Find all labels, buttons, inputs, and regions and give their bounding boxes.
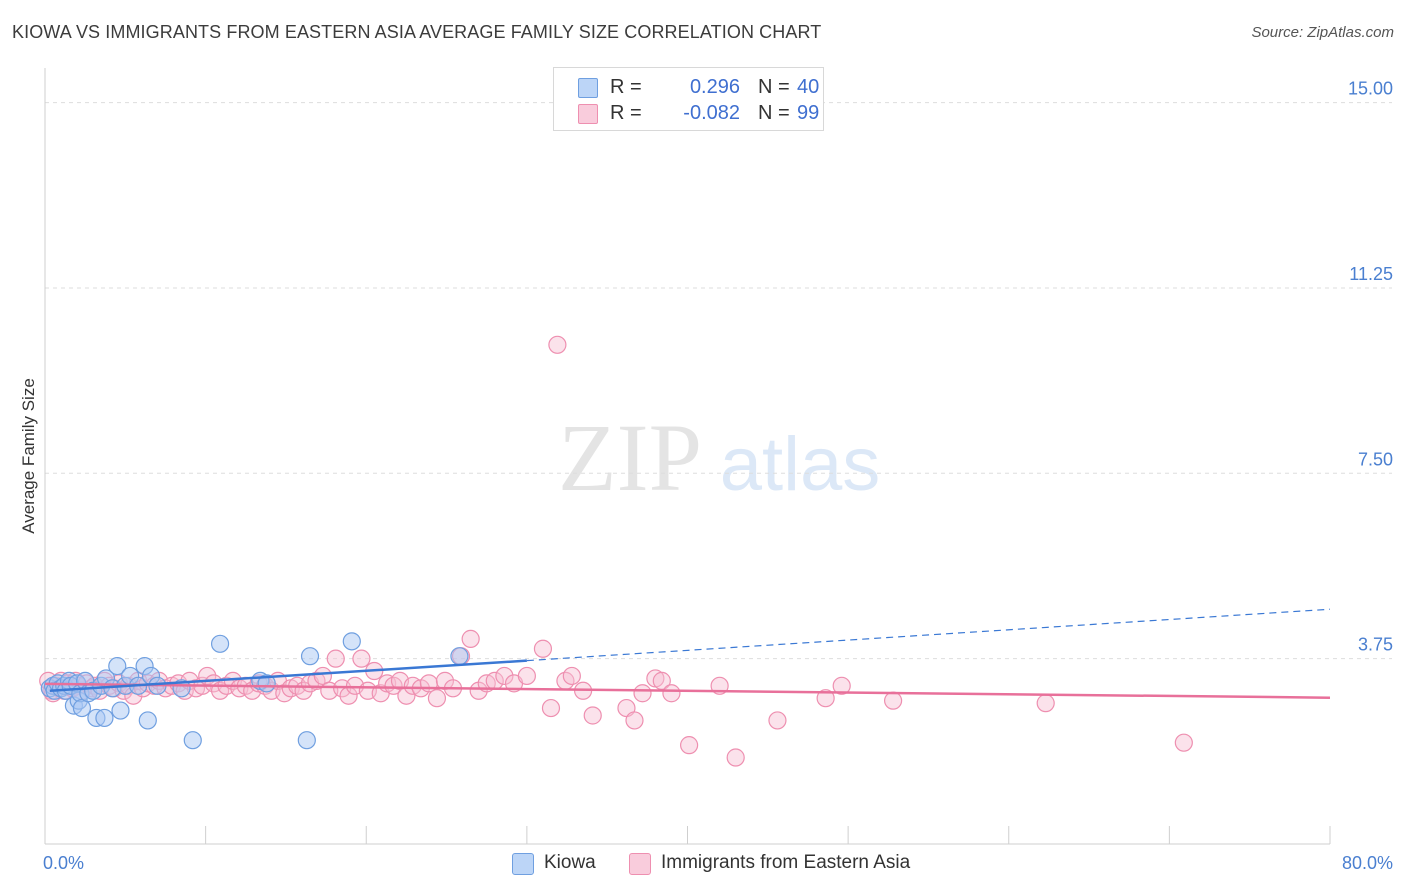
kiowa-point	[297, 731, 316, 750]
legend-r-label: R =	[610, 102, 642, 124]
legend-r-value: -0.082	[683, 102, 740, 124]
y-tick-label: 11.25	[1349, 264, 1393, 284]
asia-point	[461, 629, 480, 648]
asia-point	[419, 674, 438, 693]
asia-point	[517, 666, 536, 686]
kiowa-point	[210, 634, 230, 653]
source-credit: Source: ZipAtlas.com	[1251, 24, 1394, 41]
asia-point	[352, 649, 371, 668]
asia-point	[883, 691, 903, 710]
y-tick-label: 7.50	[1358, 449, 1393, 469]
legend-n-label: N =	[758, 76, 790, 98]
asia-legend-swatch	[629, 853, 651, 875]
x-tick-label: 80.0%	[1342, 853, 1393, 873]
kiowa-legend-label: Kiowa	[544, 852, 596, 873]
asia-point	[1174, 733, 1193, 752]
gridlines	[45, 102, 1392, 660]
legend-n-value: 40	[797, 76, 820, 98]
asia-point	[326, 649, 345, 668]
chart-title: KIOWA VS IMMIGRANTS FROM EASTERN ASIA AV…	[12, 22, 822, 42]
kiowa-points	[40, 632, 469, 750]
asia-legend-label: Immigrants from Eastern Asia	[661, 852, 911, 873]
trend-lines	[44, 608, 1331, 699]
kiowa-trend-line	[49, 659, 527, 693]
y-tick-labels: 3.75 7.50 11.25 15.00	[1348, 79, 1393, 655]
kiowa-trend-extension	[526, 608, 1331, 662]
asia-point	[816, 689, 835, 708]
asia-point	[1036, 694, 1055, 713]
kiowa-legend-swatch	[512, 853, 534, 875]
kiowa-point	[95, 708, 114, 728]
y-axis-label: Average Family Size	[19, 378, 38, 534]
kiowa-point	[257, 674, 276, 693]
asia-point	[680, 736, 699, 755]
correlation-legend: R = 0.296 N = 40 R = -0.082 N = 99	[553, 67, 824, 131]
y-tick-label: 15.00	[1348, 79, 1393, 99]
asia-point	[768, 711, 787, 730]
series-legend: Kiowa Immigrants from Eastern Asia	[0, 852, 1406, 878]
x-ticks	[44, 826, 1331, 844]
kiowa-point	[183, 731, 202, 750]
kiowa-point	[138, 711, 157, 730]
y-tick-label: 3.75	[1358, 635, 1393, 655]
legend-r-label: R =	[610, 76, 642, 98]
kiowa-point	[108, 656, 127, 676]
kiowa-point	[450, 647, 469, 666]
legend-r-value: 0.296	[689, 76, 740, 98]
watermark-zip: ZIP	[558, 404, 702, 511]
asia-point	[427, 689, 447, 708]
asia-points	[39, 335, 1193, 767]
watermark-atlas: atlas	[720, 422, 881, 507]
asia-point	[541, 698, 561, 718]
kiowa-point	[300, 647, 320, 666]
asia-point	[533, 639, 553, 658]
asia-point	[662, 684, 681, 703]
asia-point	[726, 748, 745, 767]
x-tick-label: 0.0%	[43, 853, 84, 873]
legend-n-label: N =	[758, 102, 790, 124]
kiowa-point	[342, 632, 361, 651]
x-tick-labels: 0.0% 80.0%	[43, 853, 1393, 873]
asia-point	[583, 706, 602, 725]
asia-point	[625, 711, 644, 730]
asia-point	[633, 684, 652, 703]
asia-point	[495, 666, 514, 686]
kiowa-point	[111, 701, 130, 720]
kiowa-swatch	[578, 78, 598, 98]
asia-point	[832, 676, 851, 695]
asia-point	[548, 335, 567, 354]
asia-point	[562, 666, 581, 686]
asia-trend-line	[44, 682, 1331, 699]
legend-n-value: 99	[797, 102, 820, 124]
asia-swatch	[578, 104, 598, 124]
